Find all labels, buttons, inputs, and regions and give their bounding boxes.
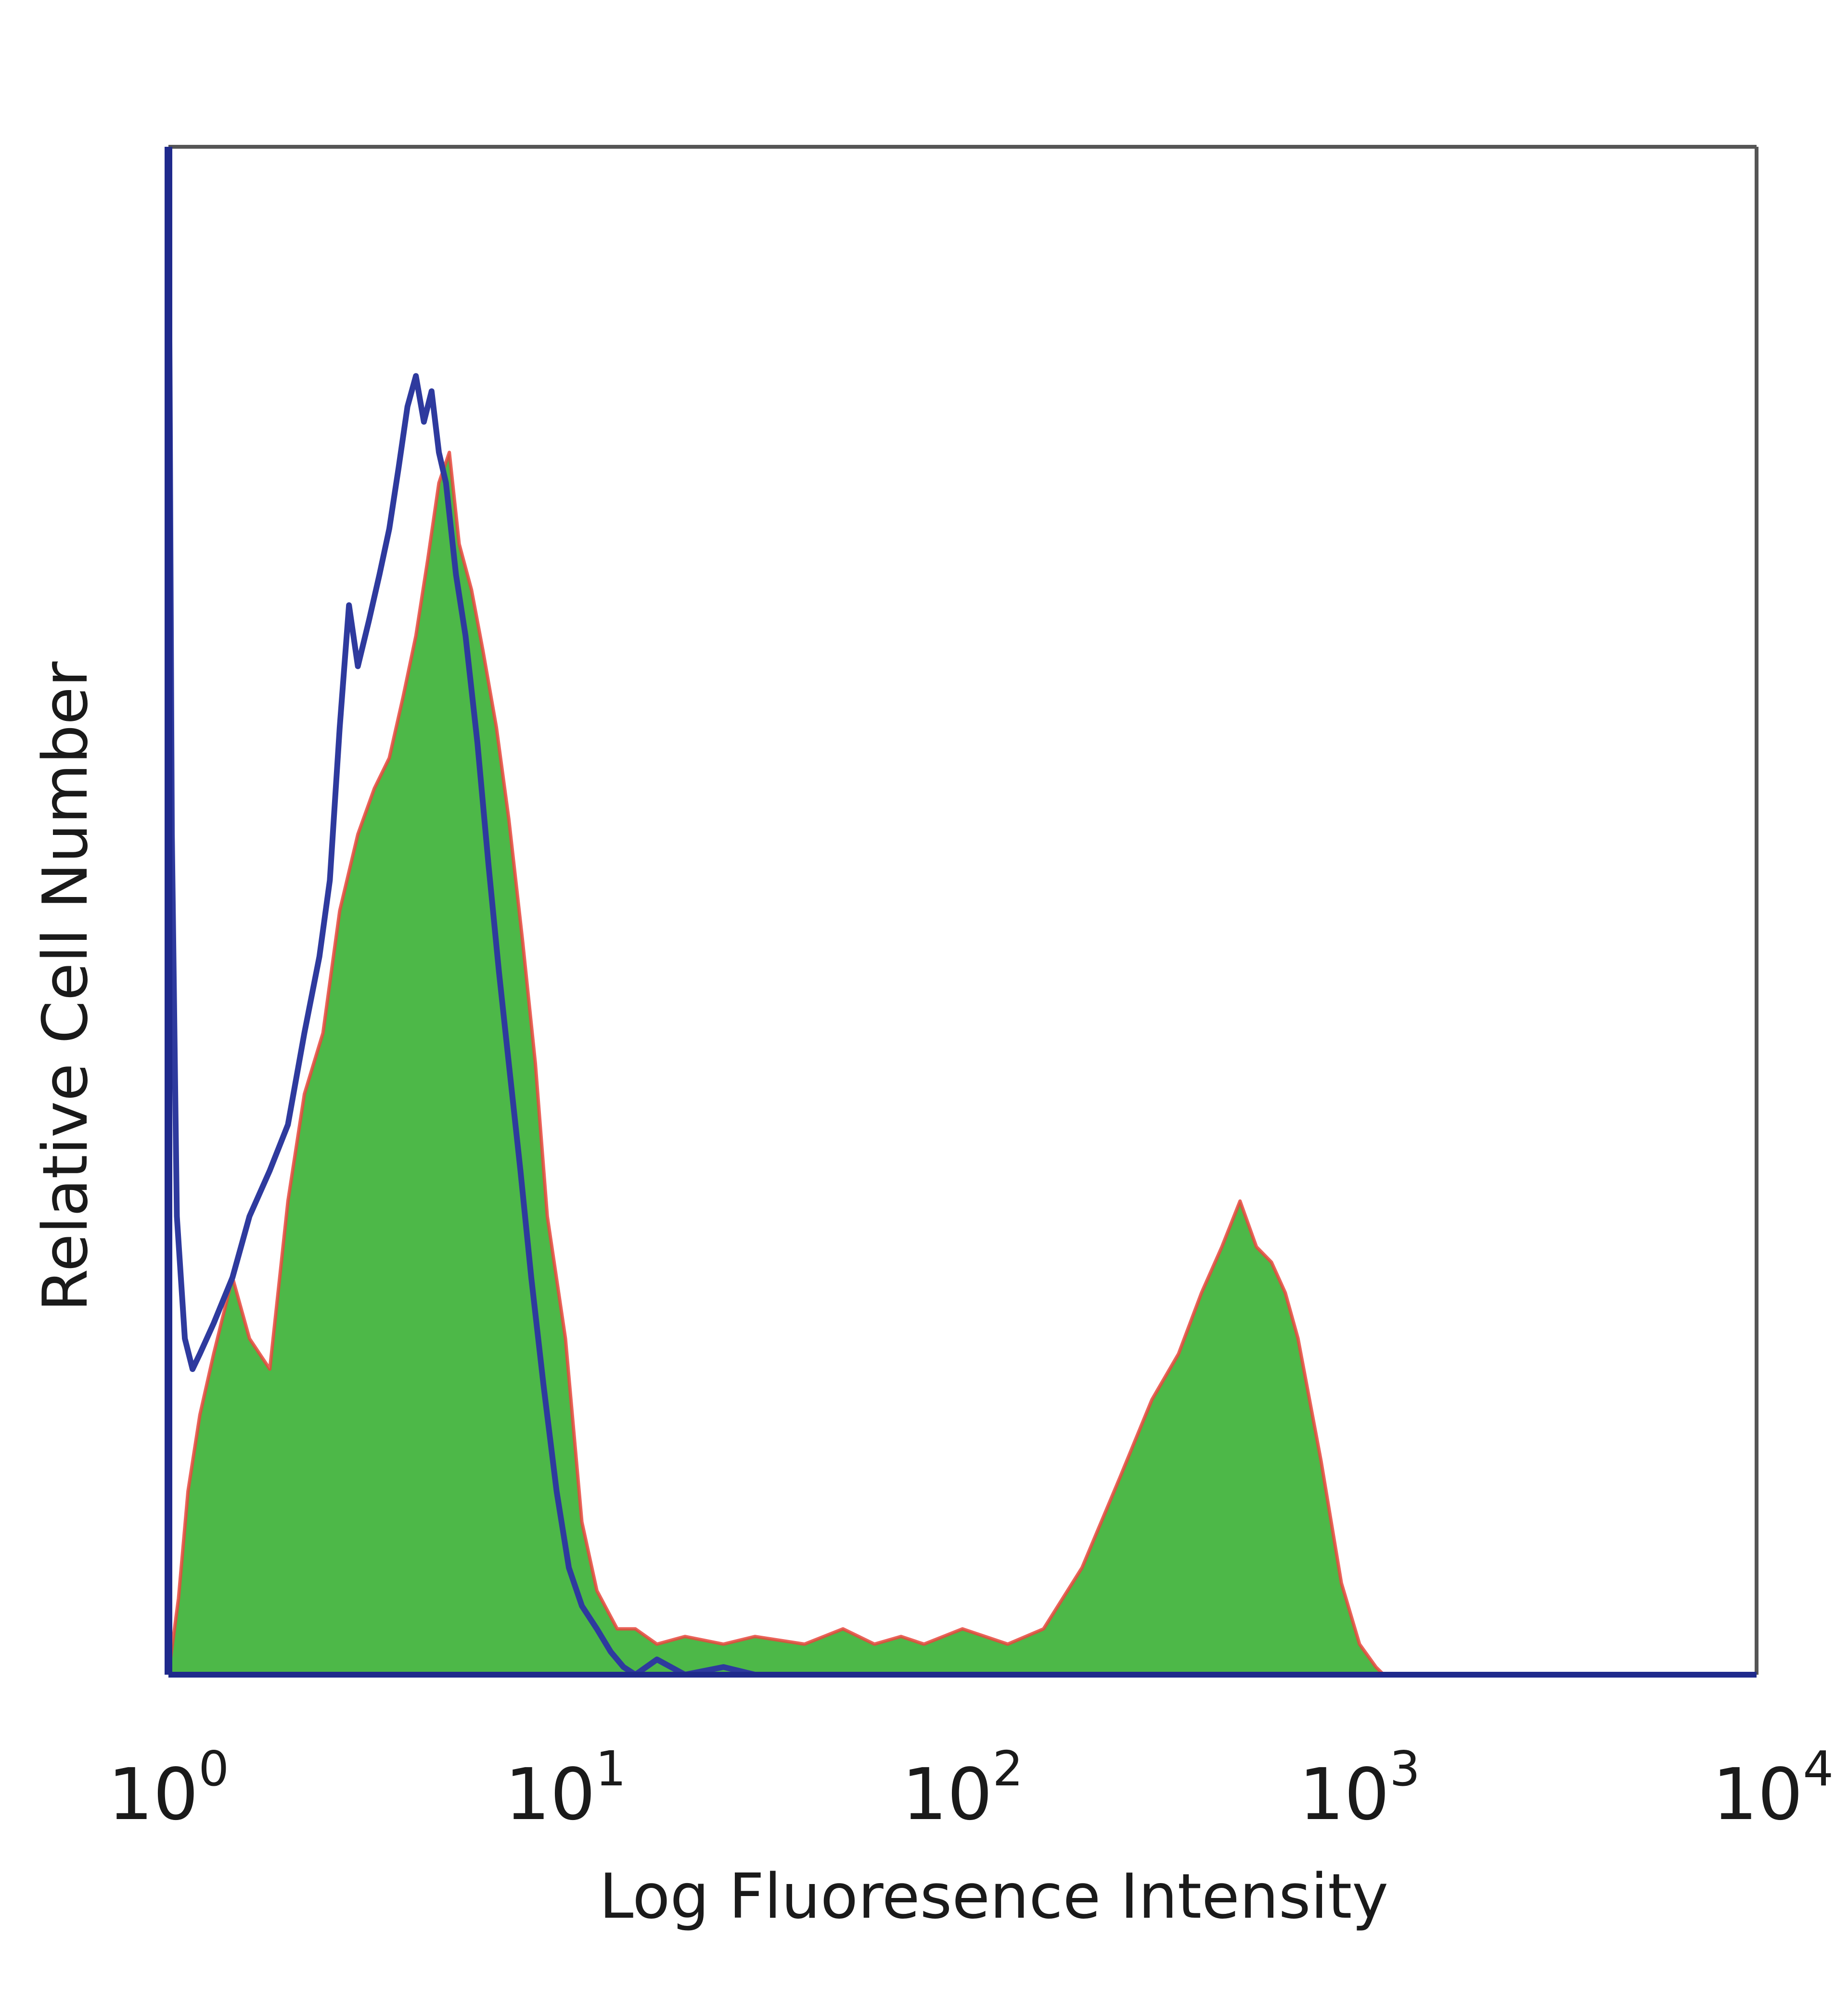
x-tick-label-base: 10 (902, 1753, 992, 1836)
x-tick-label-exponent: 3 (1389, 1741, 1420, 1797)
x-tick-label-exponent: 0 (198, 1741, 229, 1797)
x-tick-label-exponent: 2 (992, 1741, 1023, 1797)
x-tick-label-exponent: 4 (1803, 1741, 1834, 1797)
x-axis-label: Log Fluoresence Intensity (599, 1861, 1388, 1933)
x-tick-label-base: 10 (505, 1753, 595, 1836)
x-tick-label: 102 (902, 1741, 1023, 1836)
y-axis-label: Relative Cell Number (30, 661, 102, 1311)
x-tick-label-base: 10 (1712, 1753, 1803, 1836)
x-tick-label-base: 10 (108, 1753, 198, 1836)
histogram-fill-series-1 (168, 452, 1757, 1675)
x-tick-label: 104 (1712, 1741, 1834, 1836)
x-tick-labels: 100 101 102 103 104 (108, 1741, 1834, 1836)
x-tick-label: 103 (1299, 1741, 1420, 1836)
x-tick-label: 101 (505, 1741, 626, 1836)
x-tick-label: 100 (108, 1741, 229, 1836)
plot-frame-layer (165, 145, 1758, 1678)
histogram-fill-edge-series-1 (167, 450, 1757, 1677)
x-tick-label-base: 10 (1299, 1753, 1389, 1836)
x-tick-label-exponent: 1 (595, 1741, 626, 1797)
